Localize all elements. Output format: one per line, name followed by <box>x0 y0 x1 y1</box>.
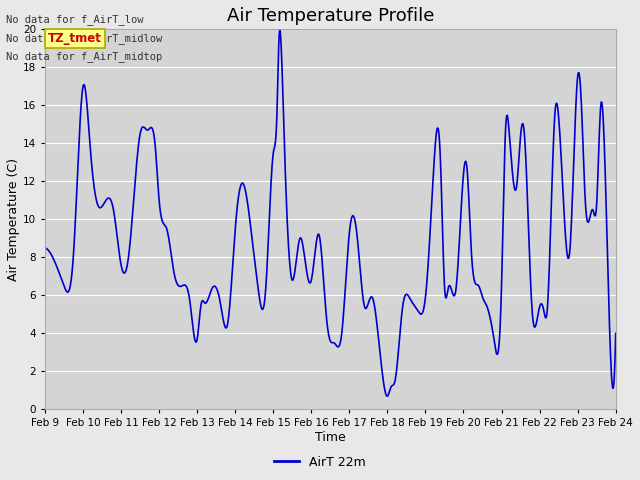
Text: TZ_tmet: TZ_tmet <box>48 32 102 45</box>
Text: No data for f_AirT_midlow: No data for f_AirT_midlow <box>6 33 163 44</box>
Text: No data for f_AirT_midtop: No data for f_AirT_midtop <box>6 51 163 62</box>
Legend: AirT 22m: AirT 22m <box>269 451 371 474</box>
Title: Air Temperature Profile: Air Temperature Profile <box>227 7 434 25</box>
X-axis label: Time: Time <box>315 431 346 444</box>
Text: No data for f_AirT_low: No data for f_AirT_low <box>6 14 144 25</box>
Y-axis label: Air Temperature (C): Air Temperature (C) <box>7 158 20 281</box>
